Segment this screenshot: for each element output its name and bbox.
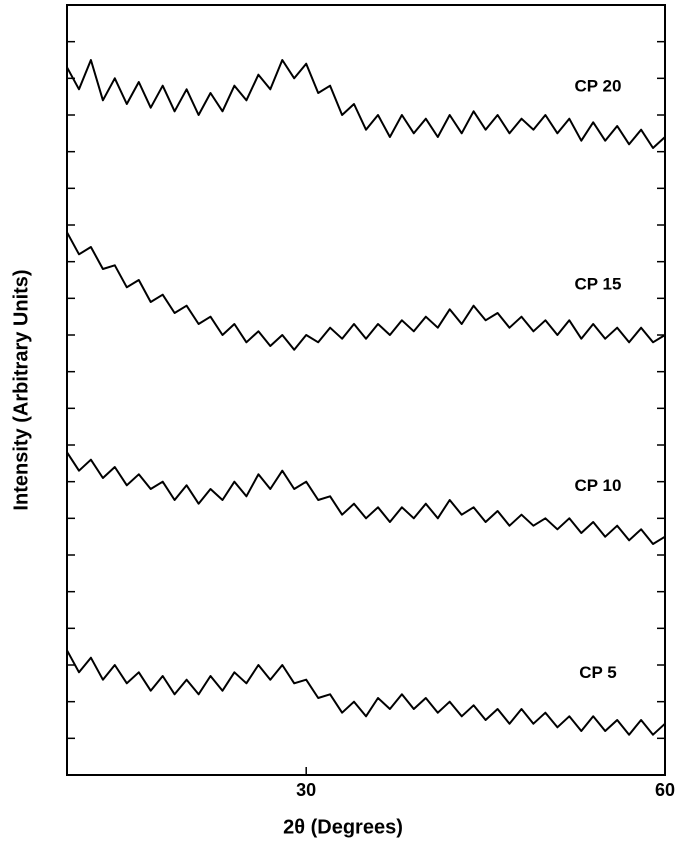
x-axis-title: 2θ (Degrees)	[283, 816, 403, 838]
series-line	[66, 231, 666, 351]
series-line	[66, 649, 666, 736]
series-label: CP 10	[575, 476, 622, 495]
plot-frame	[66, 4, 666, 776]
series-label: CP 5	[579, 663, 617, 682]
y-axis-title: Intensity (Arbitrary Units)	[10, 269, 32, 510]
series-label: CP 15	[575, 274, 622, 293]
x-tick-label: 30	[296, 780, 316, 800]
series-line	[66, 451, 666, 545]
x-tick-label: 60	[655, 780, 675, 800]
series-line	[66, 59, 666, 149]
series-label: CP 20	[575, 76, 622, 95]
